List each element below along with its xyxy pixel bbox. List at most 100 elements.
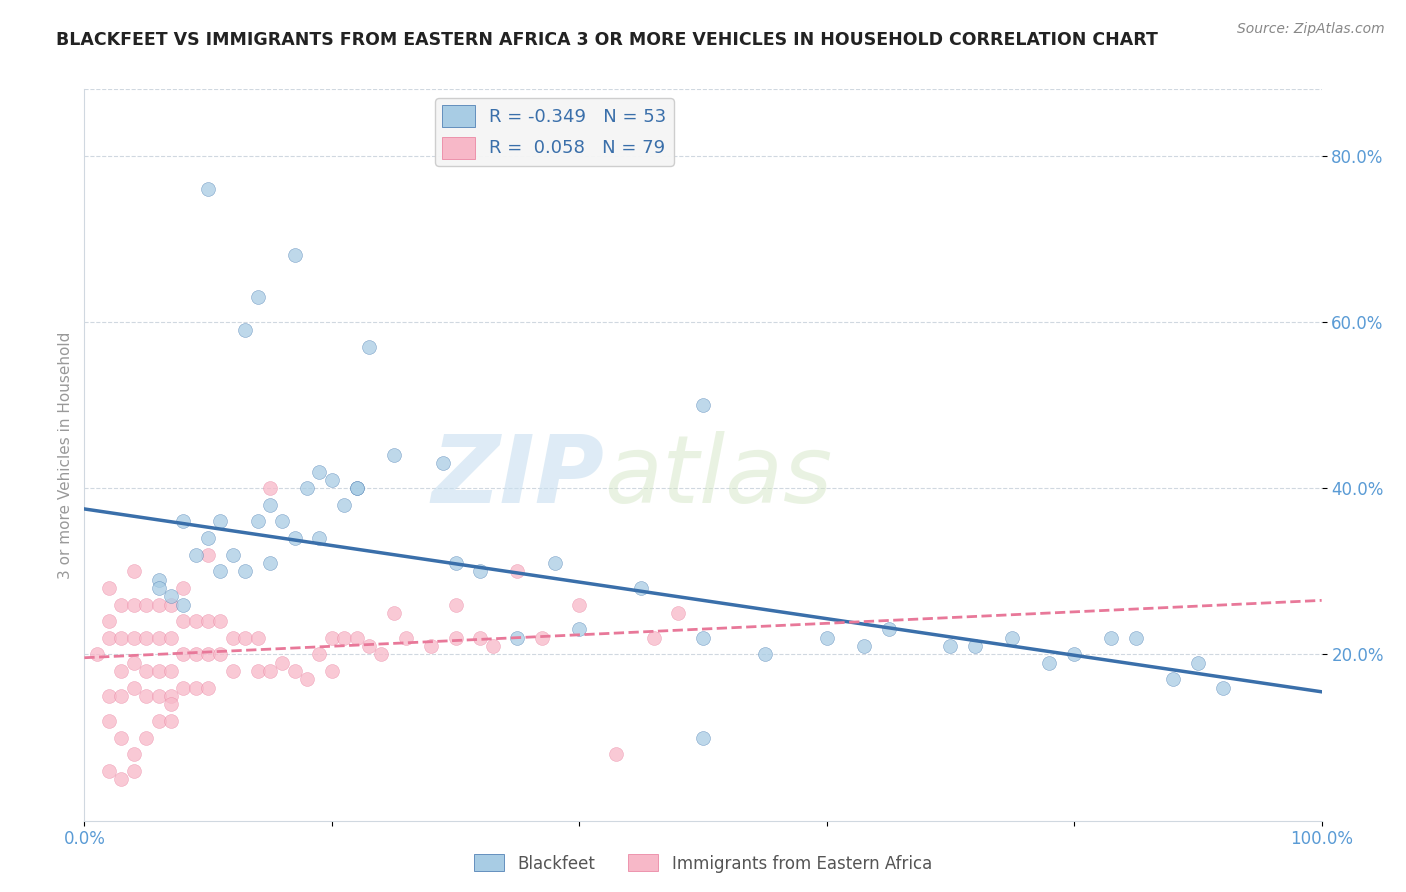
Point: [284, 531, 307, 545]
Point: [506, 564, 529, 578]
Point: [110, 731, 132, 745]
Point: [382, 606, 405, 620]
Point: [98, 764, 121, 778]
Point: [1038, 656, 1060, 670]
Text: atlas: atlas: [605, 432, 832, 523]
Point: [135, 689, 157, 703]
Point: [939, 639, 962, 653]
Point: [1099, 631, 1122, 645]
Point: [172, 681, 194, 695]
Point: [172, 515, 194, 529]
Point: [308, 648, 330, 662]
Point: [531, 631, 554, 645]
Point: [692, 398, 714, 412]
Point: [122, 747, 145, 761]
Point: [209, 614, 232, 628]
Point: [543, 556, 565, 570]
Point: [197, 531, 219, 545]
Legend: Blackfeet, Immigrants from Eastern Africa: Blackfeet, Immigrants from Eastern Afric…: [467, 847, 939, 880]
Point: [148, 581, 170, 595]
Point: [321, 631, 343, 645]
Point: [295, 481, 318, 495]
Point: [308, 531, 330, 545]
Point: [815, 631, 838, 645]
Point: [419, 639, 441, 653]
Point: [284, 664, 307, 678]
Point: [172, 581, 194, 595]
Point: [444, 631, 467, 645]
Point: [357, 639, 380, 653]
Point: [259, 556, 281, 570]
Point: [692, 631, 714, 645]
Point: [1063, 648, 1085, 662]
Point: [148, 714, 170, 728]
Point: [122, 656, 145, 670]
Point: [110, 664, 132, 678]
Point: [148, 631, 170, 645]
Point: [160, 664, 183, 678]
Point: [110, 689, 132, 703]
Point: [135, 598, 157, 612]
Text: ZIP: ZIP: [432, 431, 605, 523]
Point: [506, 631, 529, 645]
Point: [222, 548, 245, 562]
Point: [444, 556, 467, 570]
Point: [110, 598, 132, 612]
Point: [666, 606, 689, 620]
Point: [877, 623, 900, 637]
Point: [209, 515, 232, 529]
Point: [98, 631, 121, 645]
Point: [295, 673, 318, 687]
Point: [98, 714, 121, 728]
Point: [1212, 681, 1234, 695]
Point: [122, 764, 145, 778]
Point: [692, 731, 714, 745]
Point: [222, 664, 245, 678]
Point: [643, 631, 665, 645]
Point: [135, 731, 157, 745]
Text: Source: ZipAtlas.com: Source: ZipAtlas.com: [1237, 22, 1385, 37]
Point: [395, 631, 418, 645]
Point: [86, 648, 108, 662]
Point: [233, 564, 256, 578]
Point: [346, 481, 368, 495]
Text: BLACKFEET VS IMMIGRANTS FROM EASTERN AFRICA 3 OR MORE VEHICLES IN HOUSEHOLD CORR: BLACKFEET VS IMMIGRANTS FROM EASTERN AFR…: [56, 31, 1159, 49]
Point: [370, 648, 392, 662]
Point: [172, 598, 194, 612]
Point: [259, 481, 281, 495]
Point: [444, 598, 467, 612]
Point: [209, 648, 232, 662]
Point: [197, 681, 219, 695]
Point: [110, 631, 132, 645]
Point: [271, 656, 294, 670]
Point: [160, 598, 183, 612]
Point: [432, 456, 454, 470]
Point: [965, 639, 987, 653]
Point: [481, 639, 503, 653]
Point: [209, 564, 232, 578]
Point: [246, 631, 269, 645]
Point: [246, 664, 269, 678]
Point: [1125, 631, 1147, 645]
Point: [568, 598, 591, 612]
Point: [222, 631, 245, 645]
Point: [148, 598, 170, 612]
Point: [284, 248, 307, 262]
Point: [754, 648, 776, 662]
Legend: R = -0.349   N = 53, R =  0.058   N = 79: R = -0.349 N = 53, R = 0.058 N = 79: [436, 98, 673, 166]
Y-axis label: 3 or more Vehicles in Household: 3 or more Vehicles in Household: [58, 331, 73, 579]
Point: [98, 689, 121, 703]
Point: [135, 664, 157, 678]
Point: [122, 598, 145, 612]
Point: [122, 681, 145, 695]
Point: [148, 664, 170, 678]
Point: [1161, 673, 1184, 687]
Point: [357, 340, 380, 354]
Point: [148, 573, 170, 587]
Point: [259, 498, 281, 512]
Point: [1001, 631, 1024, 645]
Point: [321, 664, 343, 678]
Point: [160, 589, 183, 603]
Point: [333, 498, 356, 512]
Point: [184, 548, 207, 562]
